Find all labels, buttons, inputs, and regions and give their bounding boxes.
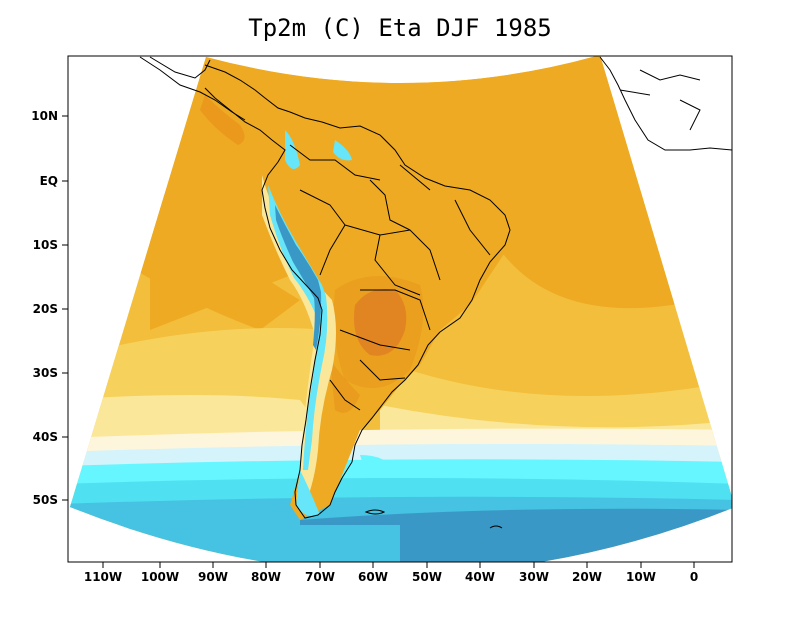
ytick-label-30s: 30S bbox=[32, 366, 58, 380]
ytick-label-10n: 10N bbox=[31, 109, 58, 123]
xtick-label-20w: 20W bbox=[572, 570, 602, 584]
venezuela-cyan bbox=[333, 140, 352, 161]
ytick-label-20s: 20S bbox=[32, 302, 58, 316]
xtick-label-100w: 100W bbox=[140, 570, 180, 584]
band-pacific-warm bbox=[120, 180, 300, 330]
ytick-label-50s: 50S bbox=[32, 493, 58, 507]
xtick-label-90w: 90W bbox=[198, 570, 228, 584]
andes-cyan bbox=[268, 185, 328, 470]
central-america-coast bbox=[139, 56, 246, 121]
coastlines-borders bbox=[139, 56, 732, 529]
south-georgia bbox=[489, 525, 503, 529]
national-borders bbox=[289, 144, 491, 411]
band-mid-blue-south bbox=[70, 525, 400, 562]
xtick-label-0: 0 bbox=[689, 570, 699, 584]
xtick-label-70w: 70W bbox=[305, 570, 335, 584]
field-hot-central-america bbox=[200, 95, 245, 145]
patagonia-cyan bbox=[296, 470, 320, 517]
field-northeast-brazil bbox=[440, 200, 500, 248]
map-title: Tp2m (C) Eta DJF 1985 bbox=[248, 14, 552, 42]
field-hot-ring bbox=[333, 276, 424, 388]
xtick-label-50w: 50W bbox=[412, 570, 442, 584]
xtick-label-110w: 110W bbox=[83, 570, 123, 584]
falkland-islands bbox=[364, 509, 386, 515]
ytick-label-eq: EQ bbox=[39, 174, 58, 188]
xtick-label-10w: 10W bbox=[626, 570, 656, 584]
xtick-label-80w: 80W bbox=[251, 570, 281, 584]
argentine-sea-cyan bbox=[360, 455, 395, 474]
andes-pale bbox=[262, 175, 336, 505]
ytick-label-40s: 40S bbox=[32, 430, 58, 444]
south-america-coastline bbox=[204, 64, 511, 519]
andes-blue bbox=[275, 205, 322, 350]
xtick-label-60w: 60W bbox=[358, 570, 388, 584]
xtick-label-40w: 40W bbox=[465, 570, 495, 584]
axis-ticks bbox=[62, 115, 695, 568]
temperature-field bbox=[70, 56, 732, 562]
africa-coastline bbox=[599, 56, 732, 151]
field-hot-chaco bbox=[330, 360, 360, 413]
ytick-label-10s: 10S bbox=[32, 238, 58, 252]
colombia-cyan bbox=[285, 130, 300, 169]
xtick-label-30w: 30W bbox=[519, 570, 549, 584]
